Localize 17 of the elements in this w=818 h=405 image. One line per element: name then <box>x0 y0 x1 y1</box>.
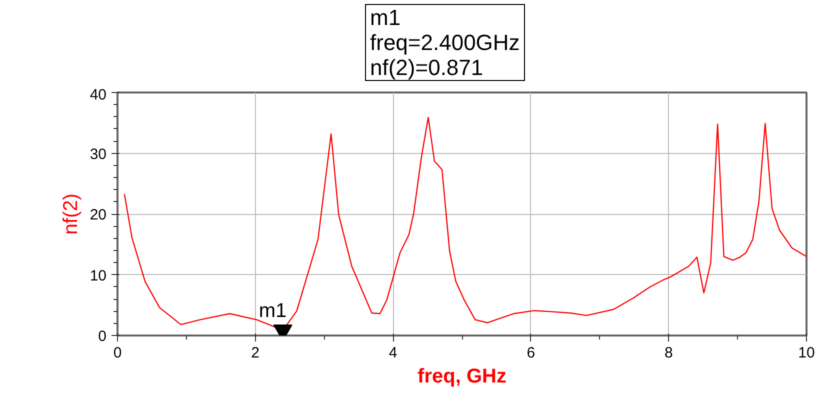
x-tick-label: 4 <box>388 344 398 362</box>
y-tick-label: 10 <box>90 267 107 284</box>
text: m1 <box>370 5 402 30</box>
y-axis-title: nf(2) <box>60 193 82 235</box>
y-tick-label: 20 <box>90 206 107 224</box>
text: freq=2.400GHz <box>370 30 520 55</box>
annotation: m1 <box>258 300 287 322</box>
x-axis-title: freq, GHz <box>418 366 506 388</box>
text: nf(2)=0.871 <box>370 55 484 80</box>
x-tick-label: 2 <box>251 344 260 362</box>
x-tick-label: 8 <box>664 344 673 362</box>
x-tick-label: 6 <box>526 344 536 362</box>
y-tick-label: 30 <box>90 146 107 163</box>
y-tick-label: 0 <box>98 328 106 345</box>
y-tick-label: 40 <box>90 86 107 104</box>
x-tick-label: 10 <box>798 344 815 362</box>
x-tick-label: 0 <box>113 344 122 362</box>
